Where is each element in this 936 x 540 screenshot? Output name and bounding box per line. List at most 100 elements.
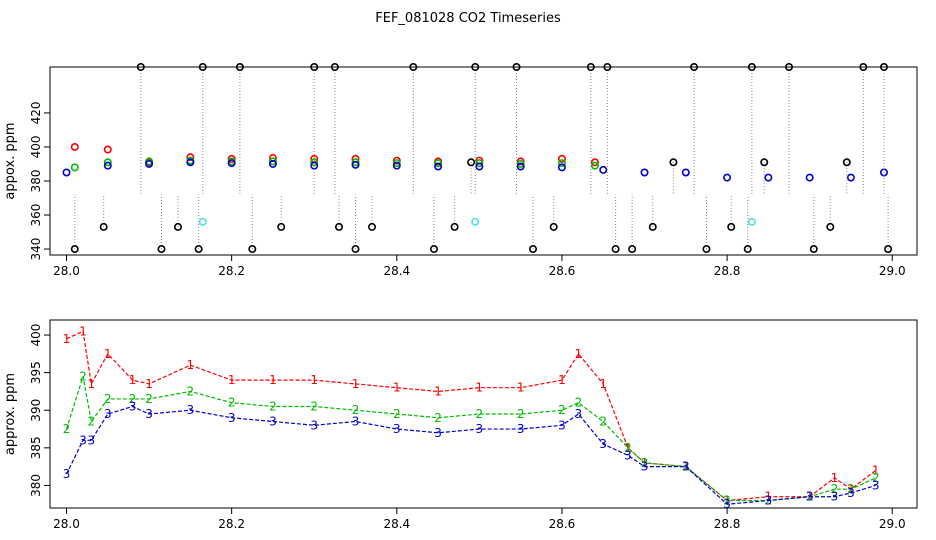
bottom-x-tick-label: 28.8 — [714, 517, 741, 531]
top-series-3-point — [723, 173, 732, 182]
top-series-flagged-point — [529, 245, 538, 254]
bottom-series-3-point: 3 — [723, 497, 731, 511]
top-series-3-point — [599, 165, 608, 174]
figure-title: FEF_081028 CO2 Timeseries — [375, 11, 561, 26]
bottom-series-2-point: 2 — [87, 415, 95, 429]
bottom-y-tick-label: 380 — [29, 474, 43, 497]
bottom-series-1-point: 1 — [129, 373, 137, 387]
bottom-x-tick-label: 28.0 — [53, 517, 80, 531]
bottom-series-3-point: 3 — [682, 460, 690, 474]
top-series-flagged-point — [248, 245, 257, 254]
bottom-series-3-point: 3 — [63, 467, 71, 481]
top-series-flagged-point — [235, 62, 244, 71]
top-series-flagged-point — [351, 245, 360, 254]
bottom-series-3-point: 3 — [517, 422, 525, 436]
bottom-series-1-point: 1 — [641, 456, 649, 470]
bottom-series-2-point: 2 — [831, 482, 839, 496]
top-series-1-point — [590, 158, 599, 167]
bottom-series-2-point: 2 — [847, 482, 855, 496]
top-series-2-point — [590, 161, 599, 170]
bottom-series-3-point: 3 — [806, 490, 814, 504]
bottom-series-3-point: 3 — [187, 403, 195, 417]
bottom-series-2-point: 2 — [63, 422, 71, 436]
top-series-3-point — [846, 173, 855, 182]
bottom-series-1-point: 1 — [575, 347, 583, 361]
bottom-series-2-point: 2 — [129, 392, 137, 406]
top-series-3-point — [62, 168, 71, 177]
top-series-2-point — [516, 159, 525, 168]
top-x-tick-label: 28.2 — [218, 264, 245, 278]
bottom-series-1-point: 1 — [145, 377, 153, 391]
bottom-series-3-point: 3 — [599, 437, 607, 451]
bottom-series-3-point: 3 — [352, 415, 360, 429]
bottom-x-tick-label: 28.2 — [218, 517, 245, 531]
top-series-3-point — [186, 158, 195, 167]
top-series-flagged-point — [648, 222, 657, 231]
top-series-cyan-point — [198, 217, 207, 226]
top-series-3-point — [434, 162, 443, 171]
bottom-series-2-point: 2 — [476, 407, 484, 421]
bottom-series-1-point: 1 — [393, 381, 401, 395]
bottom-y-tick-label: 395 — [29, 361, 43, 384]
top-series-flagged-point — [450, 222, 459, 231]
top-series-flagged-point — [429, 245, 438, 254]
top-series-3-point — [103, 161, 112, 170]
top-series-flagged-point — [70, 245, 79, 254]
bottom-series-2-point: 2 — [104, 392, 112, 406]
top-series-3-point — [310, 161, 319, 170]
top-y-axis-label: appox. ppm — [3, 122, 18, 199]
bottom-series-2-point: 2 — [187, 384, 195, 398]
bottom-series-1-point: 1 — [831, 471, 839, 485]
top-series-3-point — [640, 168, 649, 177]
top-series-flagged-point — [471, 62, 480, 71]
bottom-series-3-point: 3 — [624, 448, 632, 462]
top-x-tick-label: 29.0 — [879, 264, 906, 278]
bottom-series-2-point: 2 — [624, 441, 632, 455]
top-series-flagged-point — [669, 158, 678, 167]
top-series-3-point — [475, 162, 484, 171]
top-series-1-point — [557, 154, 566, 163]
top-series-3-point — [681, 168, 690, 177]
top-chart-panel: 28.0 28.2 28.4 28.6 28.8 29.0 340 360 380 400 420… — [3, 62, 918, 278]
top-series-3-point — [145, 159, 154, 168]
bottom-series-3-point: 3 — [847, 486, 855, 500]
top-series-flagged-point — [330, 62, 339, 71]
bottom-series-2-point: 2 — [723, 493, 731, 507]
top-chart-marks — [62, 62, 893, 254]
top-series-2-point — [475, 159, 484, 168]
top-series-flagged-point — [334, 222, 343, 231]
top-series-1-point — [227, 154, 236, 163]
top-series-flagged-point — [743, 245, 752, 254]
top-series-2-point — [351, 158, 360, 167]
top-series-flagged-point — [760, 158, 769, 167]
bottom-series-2-point: 2 — [310, 399, 318, 413]
bottom-series-1-point: 1 — [228, 373, 236, 387]
top-series-1-point — [186, 153, 195, 162]
bottom-series-1-point: 1 — [624, 441, 632, 455]
bottom-series-1-point: 1 — [87, 377, 95, 391]
bottom-series-3-point: 3 — [228, 411, 236, 425]
bottom-series-1-point: 1 — [517, 381, 525, 395]
top-plot-frame — [49, 66, 918, 256]
top-series-2-point — [392, 159, 401, 168]
top-series-flagged-point — [884, 245, 893, 254]
bottom-series-2-point: 2 — [352, 403, 360, 417]
top-series-3-point — [805, 173, 814, 182]
bottom-series-1-point: 1 — [872, 463, 880, 477]
top-series-1-point — [392, 156, 401, 165]
bottom-series-3-point: 3 — [310, 418, 318, 432]
top-x-tick-label: 28.6 — [549, 264, 576, 278]
bottom-series-3-point: 3 — [558, 418, 566, 432]
bottom-x-tick-label: 29.0 — [879, 517, 906, 531]
top-series-flagged-point — [549, 222, 558, 231]
bottom-series-1-line — [66, 330, 877, 502]
top-series-3-point — [227, 159, 236, 168]
bottom-series-1-point: 1 — [765, 490, 773, 504]
bottom-series-3-point: 3 — [129, 399, 137, 413]
bottom-series-3-point: 3 — [765, 493, 773, 507]
bottom-series-3-point: 3 — [87, 433, 95, 447]
bottom-x-tick-label: 28.4 — [383, 517, 410, 531]
bottom-plot-frame — [49, 319, 918, 509]
